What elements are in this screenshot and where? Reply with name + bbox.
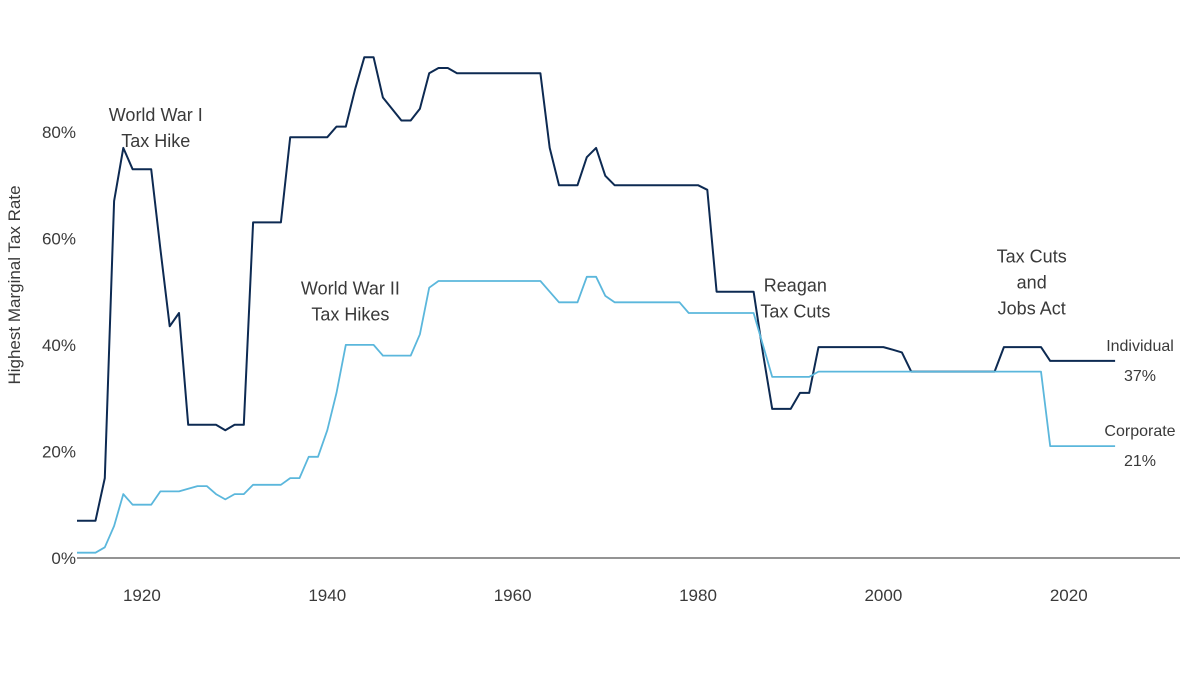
series-end-value-corporate: 21%: [1124, 453, 1156, 470]
x-tick-label: 1940: [308, 586, 346, 605]
annotation-line: World War I: [109, 105, 203, 125]
chart-annotation: World War I Tax Hike: [109, 105, 203, 151]
y-tick-label: 0%: [51, 549, 76, 568]
series-lines: [77, 56, 1116, 554]
chart-annotation: Reagan Tax Cuts: [760, 276, 830, 322]
series-end-label-individual: Individual: [1106, 338, 1174, 355]
series-line-individual: [77, 56, 1116, 522]
series-end-labels: Individual 37% Corporate 21%: [1104, 338, 1175, 470]
x-tick-label: 1920: [123, 586, 161, 605]
annotation-line: and: [1017, 272, 1047, 292]
x-tick-label: 1980: [679, 586, 717, 605]
annotation-line: Tax Cuts: [997, 246, 1067, 266]
annotation-line: World War II: [301, 278, 400, 298]
y-tick-label: 40%: [42, 336, 76, 355]
y-tick-label: 20%: [42, 442, 76, 461]
y-tick-label: 60%: [42, 229, 76, 248]
x-tick-label: 2000: [864, 586, 902, 605]
annotation-line: Tax Cuts: [760, 302, 830, 322]
annotation-line: Tax Hikes: [311, 304, 389, 324]
annotations: World War I Tax Hike World War II Tax Hikes…: [109, 105, 1067, 324]
annotation-line: Tax Hike: [121, 131, 190, 151]
annotation-line: Reagan: [764, 276, 827, 296]
tick-labels: 1920 1940 1960 1980 2000 2020 0% 20% 40% 60% 80%: [42, 123, 1088, 605]
y-tick-label: 80%: [42, 123, 76, 142]
x-tick-label: 1960: [494, 586, 532, 605]
y-axis-title: Highest Marginal Tax Rate: [5, 185, 24, 384]
chart-annotation: World War II Tax Hikes: [301, 278, 400, 324]
series-line-corporate: [77, 275, 1116, 554]
series-end-value-individual: 37%: [1124, 368, 1156, 385]
series-end-label-corporate: Corporate: [1104, 423, 1175, 440]
x-tick-label: 2020: [1050, 586, 1088, 605]
axes: Highest Marginal Tax Rate: [5, 185, 1180, 559]
chart-annotation: Tax Cuts and Jobs Act: [997, 246, 1067, 318]
annotation-line: Jobs Act: [998, 298, 1066, 318]
